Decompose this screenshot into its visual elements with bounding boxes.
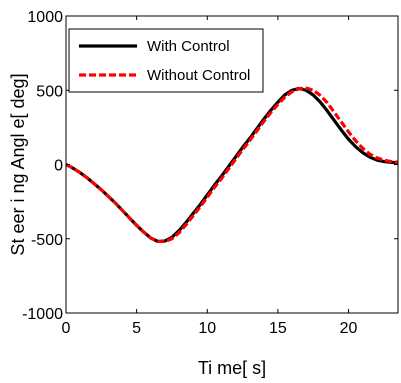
y-tick-label: -1000 bbox=[22, 306, 63, 323]
legend-label-0: With Control bbox=[147, 38, 230, 55]
series-line-1 bbox=[65, 86, 399, 244]
x-tick-label: 10 bbox=[198, 320, 216, 337]
legend-label-1: Without Control bbox=[147, 67, 250, 84]
series-layer bbox=[65, 86, 399, 244]
y-tick-label: 500 bbox=[36, 83, 63, 100]
x-tick-label: 5 bbox=[132, 320, 141, 337]
axes-layer: 0 5 10 15 20 -1000 -500 0 500 1000 bbox=[22, 9, 399, 337]
y-tick-label: 0 bbox=[54, 158, 63, 175]
x-tick-label: 0 bbox=[62, 320, 71, 337]
legend-box bbox=[68, 28, 264, 93]
y-axis-title: St eer i ng Angl e[ deg] bbox=[8, 73, 28, 255]
x-tick-label: 20 bbox=[340, 320, 358, 337]
legend: With Control Without Control bbox=[68, 28, 264, 93]
x-axis-title: Ti me[ s] bbox=[198, 358, 266, 378]
y-tick-label: 1000 bbox=[27, 9, 63, 26]
x-tick-label: 15 bbox=[269, 320, 287, 337]
y-tick-label: -500 bbox=[31, 232, 63, 249]
